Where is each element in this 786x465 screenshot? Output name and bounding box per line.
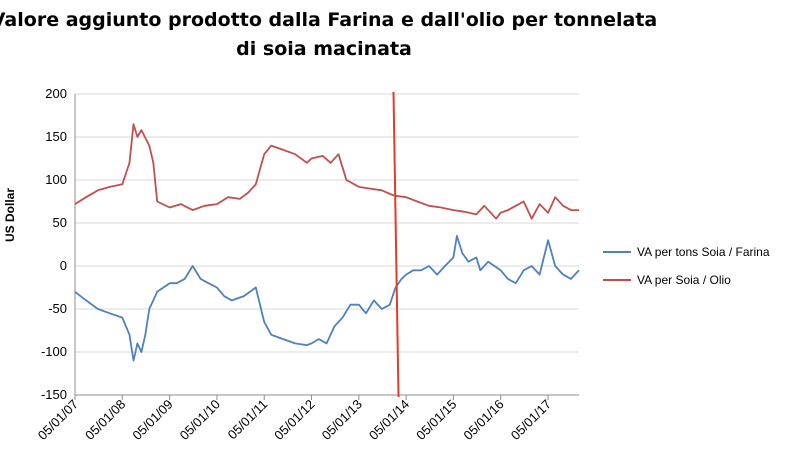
x-tick-label: 05/01/11 xyxy=(225,397,271,443)
x-axis: 05/01/07 05/01/08 05/01/09 05/01/10 05/01/11… xyxy=(35,394,579,443)
x-tick-label: 05/01/08 xyxy=(82,397,128,443)
y-tick-label: 150 xyxy=(45,129,67,144)
x-tick-label: 05/01/07 xyxy=(35,397,81,443)
y-tick-label: 200 xyxy=(45,86,67,101)
y-axis-title: US Dollar xyxy=(3,188,17,242)
y-axis: 200 150 100 50 0 -50 -100 -150 xyxy=(41,86,76,402)
y-tick-label: -100 xyxy=(41,344,67,359)
y-gridlines xyxy=(75,93,579,396)
chart-title-line-2: di soia macinata xyxy=(236,38,412,60)
chart-title: Valore aggiunto prodotto dalla Farina e … xyxy=(0,9,657,60)
x-tick-label: 05/01/09 xyxy=(129,397,175,443)
y-tick-label: -150 xyxy=(41,387,67,402)
series-lines xyxy=(74,123,580,362)
x-tick-label: 05/01/10 xyxy=(177,397,223,443)
legend-label: VA per tons Soia / Farina xyxy=(637,245,770,259)
y-tick-label: 0 xyxy=(60,258,67,273)
y-tick-label: 100 xyxy=(45,172,67,187)
series-line-1 xyxy=(74,234,580,362)
vertical-marker-line xyxy=(392,91,400,398)
x-tick-label: 05/01/13 xyxy=(319,397,365,443)
series-line-2 xyxy=(74,123,579,220)
vertical-marker-group xyxy=(392,91,400,398)
x-tick-label: 05/01/12 xyxy=(271,397,317,443)
y-tick-label: 50 xyxy=(53,215,67,230)
y-tick-label: -50 xyxy=(48,301,67,316)
x-tick-label: 05/01/17 xyxy=(508,397,554,443)
x-tick-label: 05/01/15 xyxy=(413,397,459,443)
x-tick-label: 05/01/16 xyxy=(460,397,506,443)
legend: VA per tons Soia / Farina VA per Soia / O… xyxy=(603,245,770,287)
x-tick-label: 05/01/14 xyxy=(366,397,412,443)
legend-label: VA per Soia / Olio xyxy=(637,273,731,287)
chart-title-line-1: Valore aggiunto prodotto dalla Farina e … xyxy=(0,9,657,31)
